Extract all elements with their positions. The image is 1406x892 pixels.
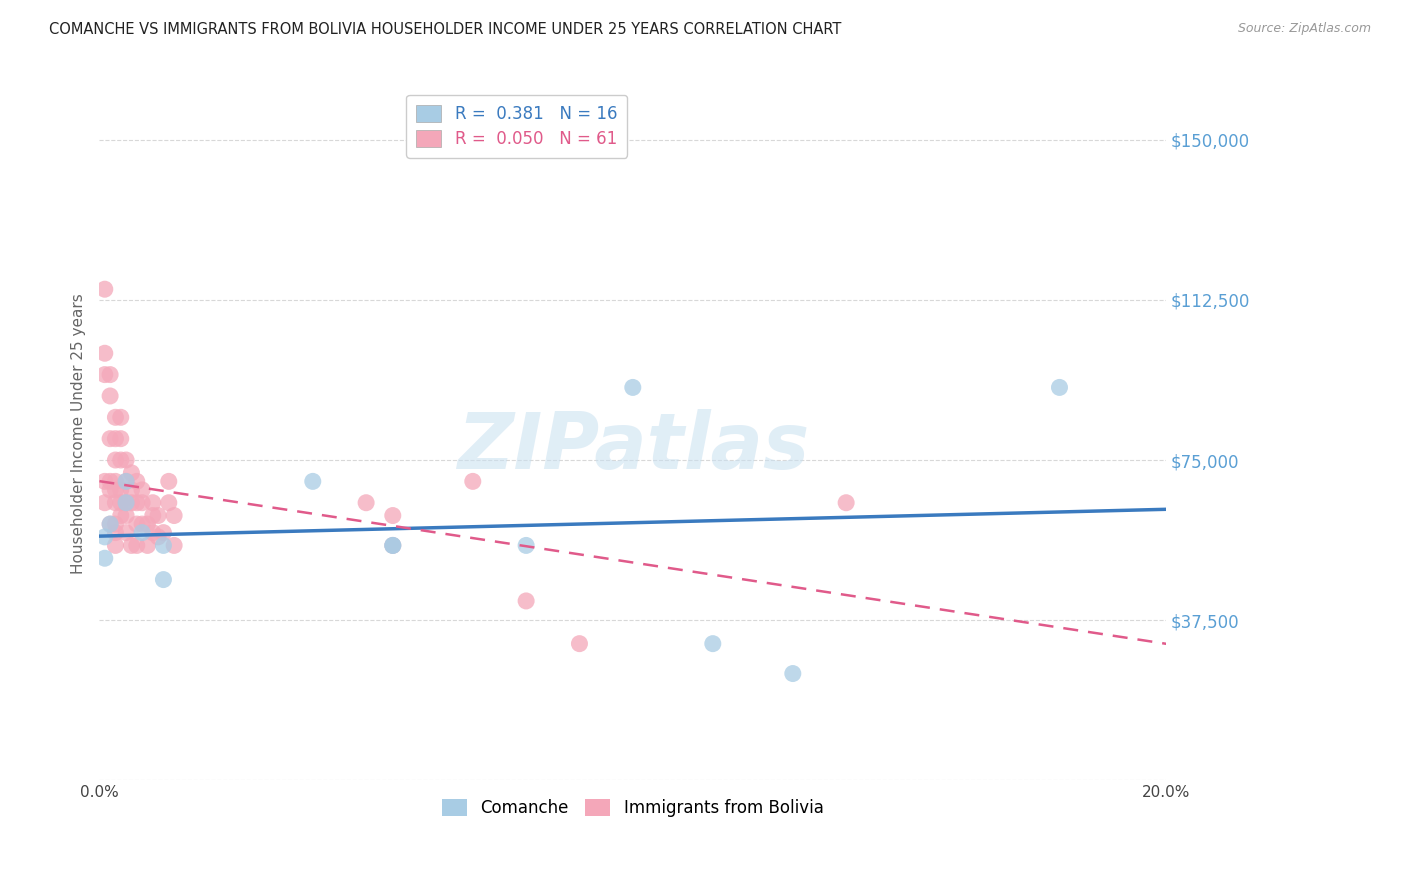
Point <box>125 475 148 489</box>
Point <box>110 508 132 523</box>
Point <box>115 453 138 467</box>
Point <box>98 483 121 497</box>
Point <box>120 483 142 497</box>
Text: COMANCHE VS IMMIGRANTS FROM BOLIVIA HOUSEHOLDER INCOME UNDER 25 YEARS CORRELATIO: COMANCHE VS IMMIGRANTS FROM BOLIVIA HOUS… <box>49 22 842 37</box>
Point <box>157 475 180 489</box>
Point <box>110 496 132 510</box>
Point <box>515 594 537 608</box>
Point <box>131 517 153 532</box>
Point <box>110 483 132 497</box>
Point <box>142 496 165 510</box>
Point <box>94 368 117 382</box>
Point <box>94 496 117 510</box>
Point <box>98 432 121 446</box>
Point <box>115 475 138 489</box>
Point <box>94 530 117 544</box>
Point <box>98 368 121 382</box>
Point <box>115 508 138 523</box>
Point <box>110 410 132 425</box>
Point <box>104 475 127 489</box>
Point <box>621 380 644 394</box>
Point <box>104 410 127 425</box>
Point <box>104 517 127 532</box>
Point <box>104 525 127 540</box>
Point <box>142 525 165 540</box>
Point <box>146 508 169 523</box>
Y-axis label: Householder Income Under 25 years: Householder Income Under 25 years <box>72 293 86 574</box>
Point <box>110 432 132 446</box>
Point <box>98 517 121 532</box>
Point <box>120 466 142 480</box>
Point <box>782 666 804 681</box>
Point <box>94 282 117 296</box>
Point <box>381 508 404 523</box>
Point <box>104 496 127 510</box>
Point <box>354 496 377 510</box>
Point <box>94 551 117 566</box>
Point <box>125 517 148 532</box>
Point <box>381 538 404 552</box>
Point <box>157 496 180 510</box>
Point <box>94 346 117 360</box>
Point <box>381 538 404 552</box>
Point <box>98 475 121 489</box>
Point <box>301 475 323 489</box>
Point <box>115 496 138 510</box>
Point <box>835 496 858 510</box>
Point <box>115 525 138 540</box>
Text: ZIPatlas: ZIPatlas <box>457 409 808 485</box>
Point <box>98 517 121 532</box>
Point <box>131 496 153 510</box>
Point <box>152 573 174 587</box>
Point <box>115 496 138 510</box>
Point <box>115 475 138 489</box>
Point <box>125 538 148 552</box>
Point <box>163 538 186 552</box>
Point <box>1049 380 1071 394</box>
Point <box>568 637 591 651</box>
Legend: Comanche, Immigrants from Bolivia: Comanche, Immigrants from Bolivia <box>436 792 831 824</box>
Point <box>152 538 174 552</box>
Point <box>515 538 537 552</box>
Point <box>381 538 404 552</box>
Point <box>131 483 153 497</box>
Point <box>104 483 127 497</box>
Point <box>146 530 169 544</box>
Text: Source: ZipAtlas.com: Source: ZipAtlas.com <box>1237 22 1371 36</box>
Point <box>702 637 724 651</box>
Point <box>152 525 174 540</box>
Point <box>125 496 148 510</box>
Point <box>136 538 159 552</box>
Point <box>104 432 127 446</box>
Point <box>163 508 186 523</box>
Point <box>142 508 165 523</box>
Point <box>104 538 127 552</box>
Point <box>461 475 484 489</box>
Point <box>131 525 153 540</box>
Point <box>98 389 121 403</box>
Point <box>104 453 127 467</box>
Point <box>120 538 142 552</box>
Point <box>110 453 132 467</box>
Point <box>94 475 117 489</box>
Point <box>136 517 159 532</box>
Point <box>120 496 142 510</box>
